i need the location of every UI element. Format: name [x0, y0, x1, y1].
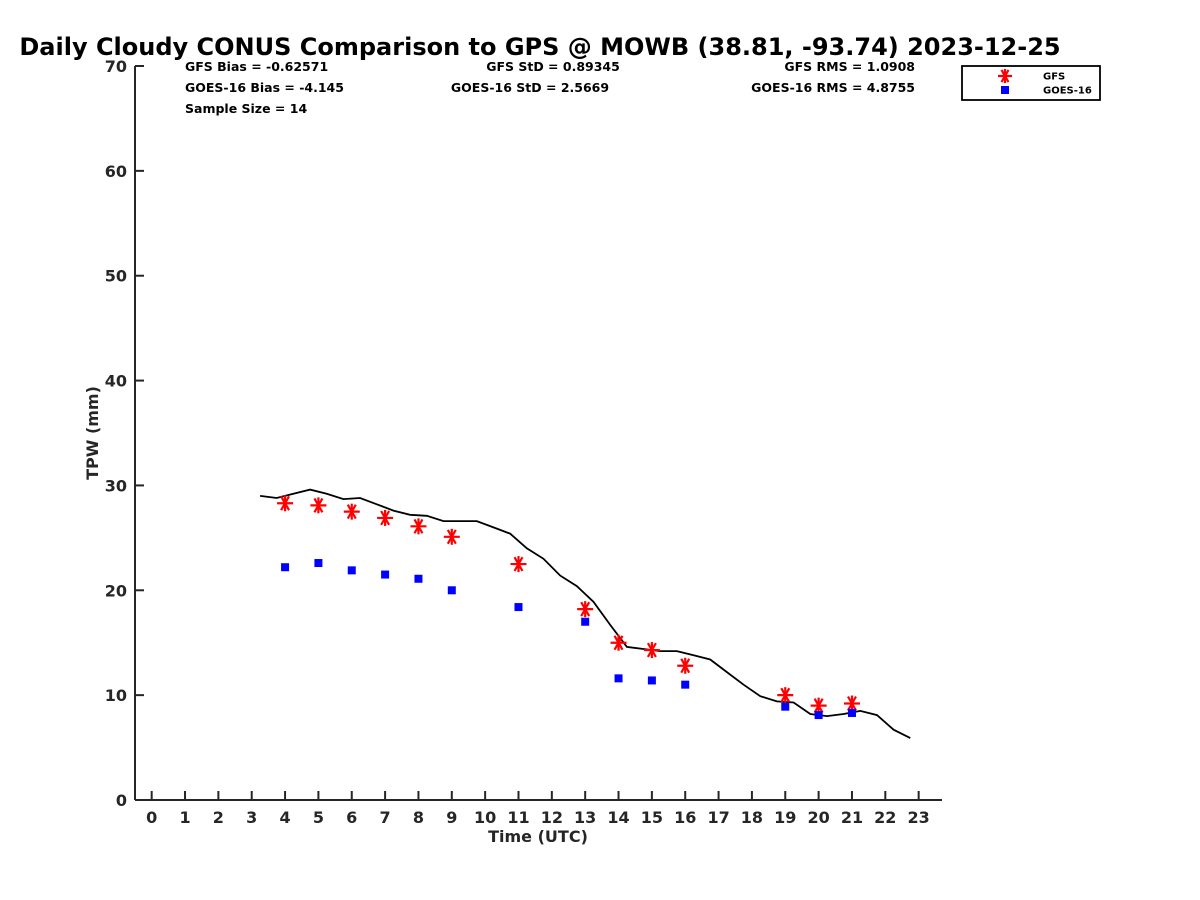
x-tick-label: 10 [474, 808, 496, 827]
x-axis-label: Time (UTC) [488, 827, 588, 846]
legend-goes16-marker [1001, 86, 1009, 94]
stat-goes-std: GOES-16 StD = 2.5669 [451, 80, 609, 95]
gfs-point [443, 528, 460, 545]
stats-block: GFS Bias = -0.62571 GFS StD = 0.89345 GF… [185, 59, 915, 116]
gfs-point [610, 634, 627, 651]
goes16-point [581, 617, 590, 626]
x-tick-label: 23 [908, 808, 930, 827]
y-tick-label: 30 [105, 476, 127, 495]
legend-box [961, 65, 1101, 101]
gps-line [259, 488, 911, 739]
x-tick-label: 4 [279, 808, 290, 827]
goes16-point [414, 574, 423, 583]
x-tick-label: 16 [674, 808, 696, 827]
y-tick-label: 50 [105, 267, 127, 286]
x-tick-label: 11 [507, 808, 529, 827]
goes16-point [681, 680, 690, 689]
legend-label: GFS [1043, 72, 1065, 83]
y-ticks: 0 10 20 30 40 50 60 70 [105, 57, 144, 810]
y-tick-label: 0 [116, 791, 127, 810]
gfs-point [310, 497, 327, 514]
y-tick-label: 10 [105, 686, 127, 705]
gfs-point [643, 642, 660, 659]
x-ticks: 0 1 2 3 4 5 6 7 8 9 10 11 12 13 14 15 16 17 18 19 20 21 22 23 [146, 791, 930, 827]
stat-gfs-rms: GFS RMS = 1.0908 [784, 59, 915, 74]
gfs-point [277, 495, 294, 512]
legend-gfs-marker [998, 69, 1012, 83]
x-tick-label: 0 [146, 808, 157, 827]
stat-sample-size: Sample Size = 14 [185, 101, 307, 116]
stat-goes-bias: GOES-16 Bias = -4.145 [185, 80, 344, 95]
x-tick-label: 8 [413, 808, 424, 827]
y-tick-label: 40 [105, 372, 127, 391]
x-tick-label: 22 [874, 808, 896, 827]
x-tick-label: 1 [179, 808, 190, 827]
goes16-point [281, 563, 290, 572]
y-tick-label: 70 [105, 57, 127, 76]
plot-area [259, 488, 911, 739]
stat-goes-rms: GOES-16 RMS = 4.8755 [751, 80, 915, 95]
goes16-point [814, 711, 823, 720]
goes16-point [614, 674, 623, 683]
y-axis-label: TPW (mm) [83, 386, 102, 480]
x-tick-label: 17 [707, 808, 729, 827]
gfs-point [577, 601, 594, 618]
gfs-point [843, 695, 860, 712]
gfs-point [677, 657, 694, 674]
x-tick-label: 14 [607, 808, 629, 827]
x-tick-label: 13 [574, 808, 596, 827]
stat-gfs-bias: GFS Bias = -0.62571 [185, 59, 328, 74]
x-tick-label: 12 [541, 808, 563, 827]
legend: GFS GOES-16 [961, 65, 1101, 101]
gfs-point [777, 687, 794, 704]
x-tick-label: 21 [841, 808, 863, 827]
goes16-point [847, 708, 856, 717]
gfs-point [343, 503, 360, 520]
x-tick-label: 5 [313, 808, 324, 827]
x-tick-label: 2 [213, 808, 224, 827]
goes16-point [347, 566, 356, 575]
x-tick-label: 18 [741, 808, 763, 827]
chart-title: Daily Cloudy CONUS Comparison to GPS @ M… [19, 33, 1060, 61]
goes16-point [781, 702, 790, 711]
gfs-point [510, 556, 527, 573]
gfs-point [810, 697, 827, 714]
goes16-point [381, 570, 390, 579]
x-tick-label: 9 [446, 808, 457, 827]
stat-gfs-std: GFS StD = 0.89345 [486, 59, 620, 74]
goes16-point [447, 586, 456, 595]
x-tick-label: 3 [246, 808, 257, 827]
x-tick-label: 19 [774, 808, 796, 827]
goes16-point [647, 676, 656, 685]
y-tick-label: 60 [105, 162, 127, 181]
x-tick-label: 7 [380, 808, 391, 827]
goes16-point [514, 603, 523, 612]
x-tick-label: 15 [641, 808, 663, 827]
x-tick-label: 6 [346, 808, 357, 827]
goes16-point [314, 559, 323, 568]
x-tick-label: 20 [807, 808, 829, 827]
gfs-point [410, 518, 427, 535]
legend-items: GFS GOES-16 [998, 69, 1092, 97]
gfs-point [377, 509, 394, 526]
legend-label: GOES-16 [1043, 86, 1092, 97]
y-tick-label: 20 [105, 581, 127, 600]
